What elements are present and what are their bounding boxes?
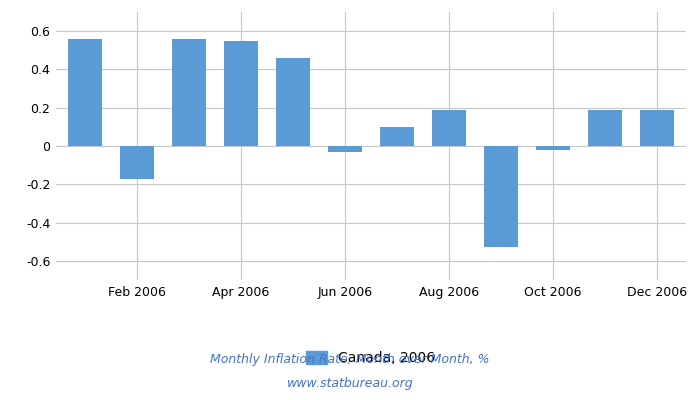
- Bar: [640, 110, 674, 146]
- Bar: [120, 146, 153, 178]
- Bar: [589, 110, 622, 146]
- Text: Monthly Inflation Rate, Month over Month, %: Monthly Inflation Rate, Month over Month…: [210, 354, 490, 366]
- Bar: [432, 110, 466, 146]
- Bar: [68, 39, 102, 146]
- Text: www.statbureau.org: www.statbureau.org: [287, 378, 413, 390]
- Bar: [484, 146, 518, 248]
- Bar: [536, 146, 570, 150]
- Bar: [380, 127, 414, 146]
- Bar: [172, 39, 206, 146]
- Bar: [328, 146, 362, 152]
- Bar: [276, 58, 310, 146]
- Bar: [224, 41, 258, 146]
- Legend: Canada, 2006: Canada, 2006: [301, 346, 441, 371]
